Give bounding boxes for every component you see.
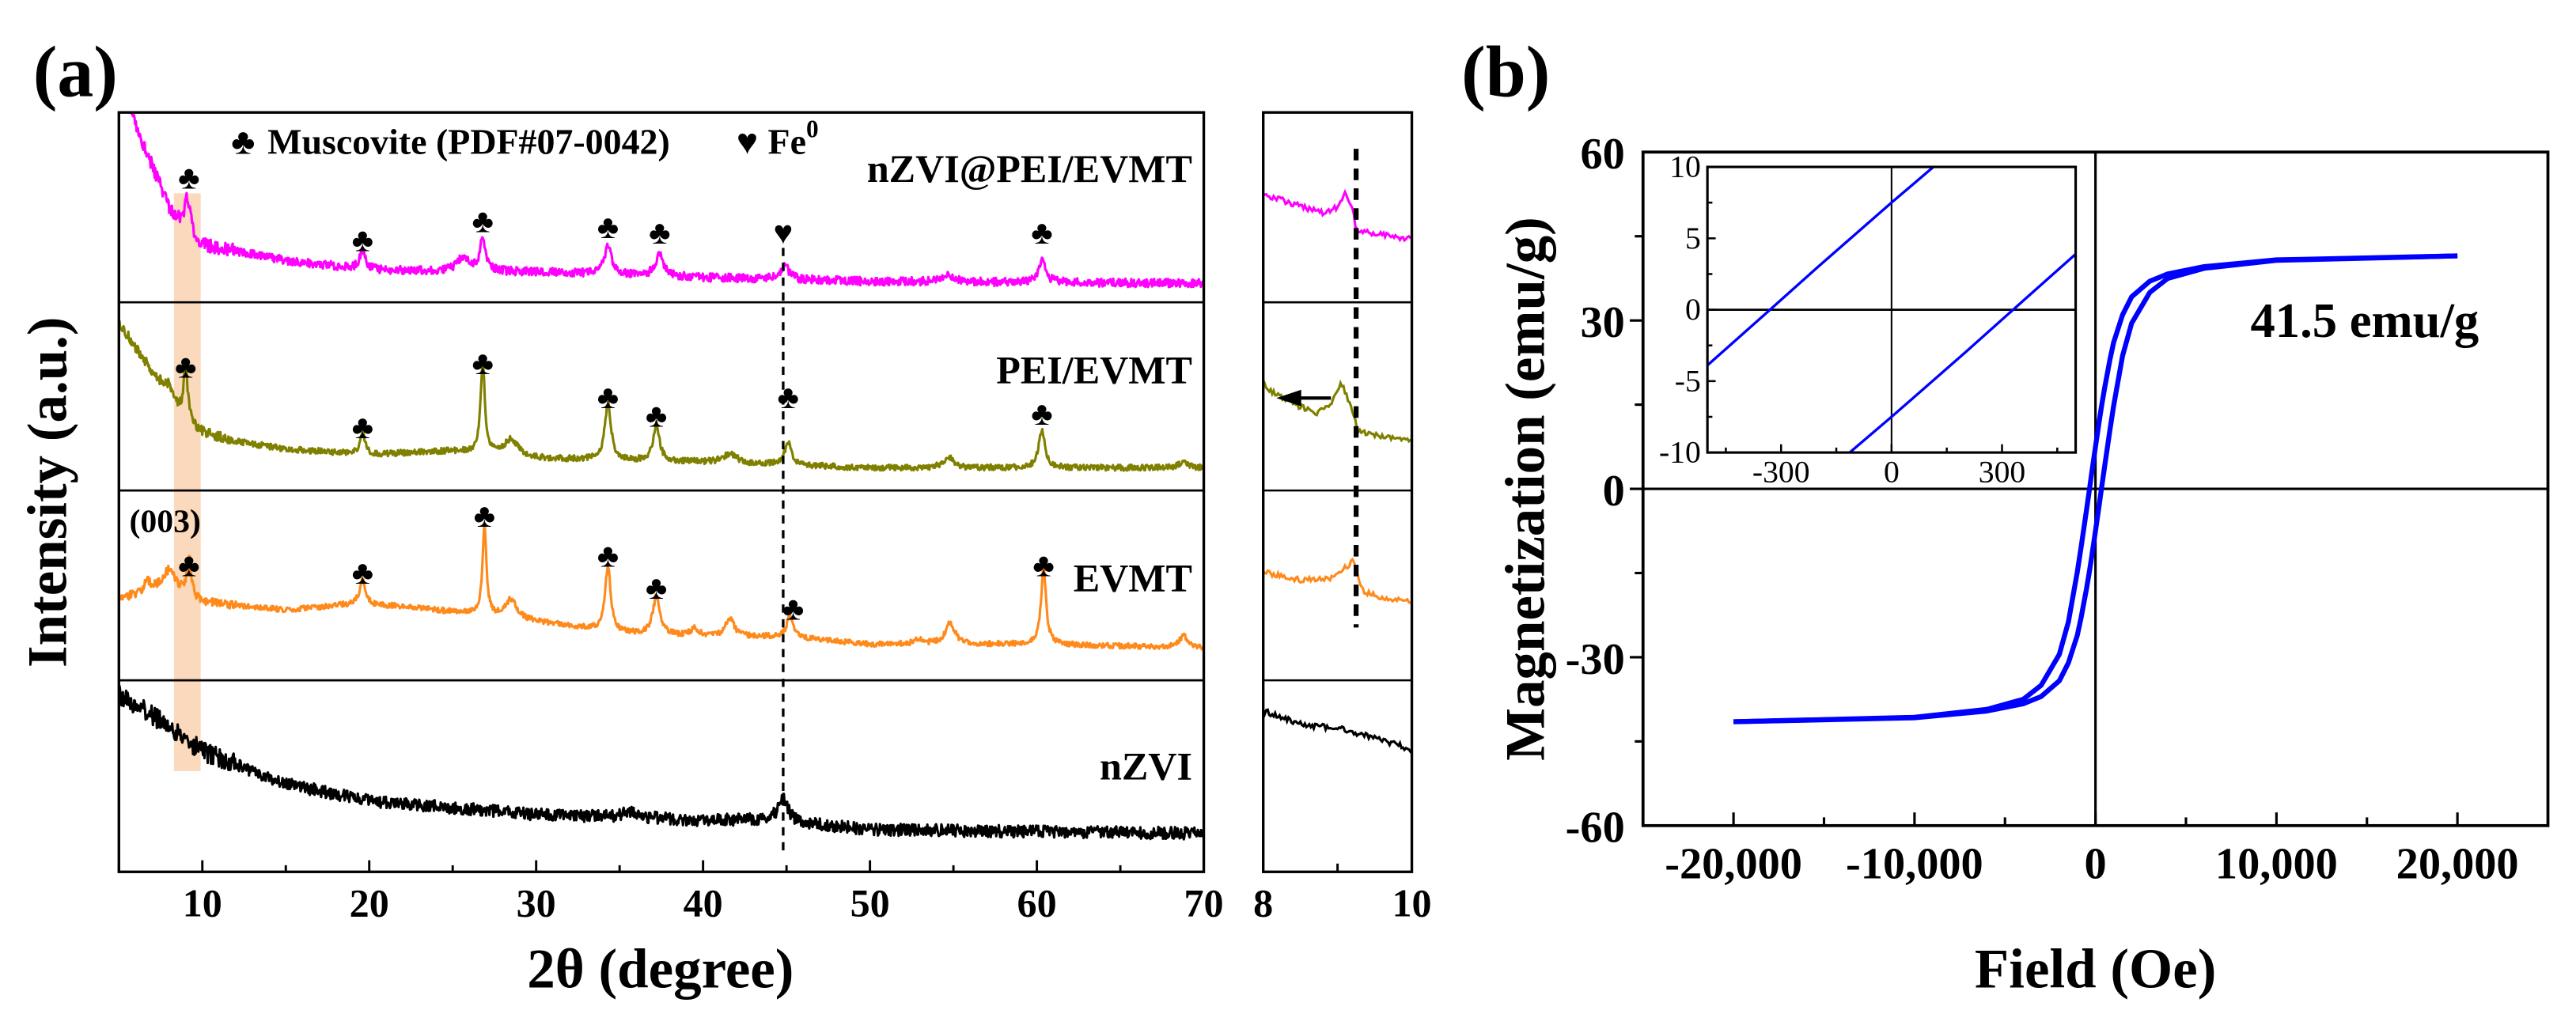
inset-descending-branch: [1707, 167, 1936, 368]
inset-x-tick-label: 0: [1884, 455, 1900, 490]
club-peak-marker-icon: ♣: [352, 223, 373, 259]
xrd-frame: 10 20 30 40 50 60 70 8 10: [117, 111, 1432, 925]
series-label-evmt: EVMT: [1074, 555, 1192, 600]
hkl-label: (003): [130, 503, 201, 539]
xrd-x-tick-label: 10: [183, 881, 222, 925]
xrd-series-nzvi: [119, 684, 1204, 841]
xrd-x-tick-label: 20: [350, 881, 389, 925]
club-peak-marker-icon: ♣: [1031, 215, 1052, 252]
zoom-axes-frame: [1262, 111, 1414, 873]
legend-fe-sup: 0: [806, 115, 819, 142]
club-peak-marker-icon: ♣: [1032, 547, 1054, 584]
hysteresis-x-tick-label: -10,000: [1846, 840, 1983, 889]
xrd-y-axis-title: Intensity (a.u.): [17, 316, 78, 668]
zoom-series-pei-evmt: [1263, 379, 1412, 444]
club-peak-marker-icon: ♣: [472, 204, 493, 240]
legend-fe-text: Fe: [768, 121, 806, 161]
panel-a-label: (a): [33, 31, 118, 112]
inset-y-tick-label: 5: [1685, 221, 1701, 255]
club-peak-marker-icon: ♣: [352, 410, 373, 446]
club-peak-marker-icon: ♣: [778, 380, 799, 416]
xrd-x-tick-label: 50: [850, 881, 890, 925]
hysteresis-x-tick-label: 0: [2085, 840, 2107, 889]
arrow-left-icon: [1276, 389, 1301, 407]
hysteresis-y-tick-label: -30: [1566, 635, 1625, 684]
xrd-series-pei-evmt: [119, 320, 1204, 472]
series-label-nzvi: nZVI: [1100, 743, 1192, 788]
inset-y-tick-label: 0: [1685, 292, 1701, 327]
club-peak-marker-icon: ♣: [782, 592, 804, 628]
hysteresis-y-tick-label: 0: [1603, 467, 1625, 516]
inset-y-tick-label: -5: [1675, 363, 1701, 398]
hysteresis-x-tick-label: -20,000: [1665, 840, 1802, 889]
xrd-series-evmt: [119, 524, 1204, 651]
club-peak-marker-icon: ♣: [646, 399, 667, 435]
zoom-series-nzvi: [1263, 708, 1412, 754]
zoom-x-tick-label: 10: [1392, 881, 1431, 925]
inset-y-tick-label: 10: [1669, 149, 1701, 184]
xrd-x-axis-title: 2θ (degree): [527, 938, 794, 1000]
xrd-chart: 10 20 30 40 50 60 70 8 10 ♣♣♣ ♣ ♣ ♥ ♣♣♣♣♣♣♣ ♣♣ ♣♣♣♣♣♣ …: [17, 111, 1432, 1000]
hysteresis-curves: [1733, 253, 2458, 725]
saturation-annotation: 41.5 emu/g: [2250, 293, 2479, 348]
xrd-x-tick-label: 30: [517, 881, 556, 925]
inset-curves: [1707, 167, 2076, 453]
xrd-curves: [119, 112, 1204, 841]
hysteresis-y-tick-label: 60: [1580, 130, 1624, 179]
heart-legend-icon: ♥: [737, 121, 758, 161]
club-peak-marker-icon: ♣: [352, 555, 373, 592]
series-label-pei-evmt: PEI/EVMT: [996, 347, 1192, 392]
highlight-band-003: [173, 193, 201, 771]
hysteresis-y-axis-title: Magnetization (emu/g): [1495, 217, 1557, 761]
heart-peak-marker-icon: ♥: [774, 215, 794, 252]
xrd-axes-frame: [117, 111, 1206, 873]
club-peak-marker-icon: ♣: [597, 380, 619, 416]
xrd-x-tick-label: 40: [684, 881, 723, 925]
zoom-series-evmt: [1263, 557, 1412, 605]
series-label-nzvi-pei-evmt: nZVI@PEI/EVMT: [867, 146, 1192, 191]
legend-fe: Fe0: [768, 115, 819, 161]
panel-b-label: (b): [1461, 31, 1550, 112]
xrd-zoom-curves: [1263, 188, 1412, 754]
club-peak-marker-icon: ♣: [472, 346, 493, 382]
hysteresis-descending-branch: [1733, 253, 2458, 725]
zoom-x-tick-label: 8: [1253, 881, 1273, 925]
club-peak-marker-icon: ♣: [646, 570, 667, 607]
club-peak-marker-icon: ♣: [597, 538, 619, 574]
club-peak-marker-icon: ♣: [474, 498, 495, 535]
xrd-annotations: ♣ ♣ ♣ ♣ ♣ ♥ ♣ ♣ ♣ ♣ ♣ ♣ ♣ ♣ ♣ ♣ ♣ ♣ ♣ ♣ ♣: [175, 160, 1055, 853]
inset-y-tick-label: -10: [1659, 435, 1701, 470]
hysteresis-ascending-branch: [1733, 253, 2458, 725]
inset-ascending-branch: [1847, 252, 2076, 453]
xrd-x-tick-label: 60: [1017, 881, 1057, 925]
inset-x-tick-label: 300: [1979, 455, 2025, 490]
club-peak-marker-icon: ♣: [178, 547, 199, 584]
hysteresis-x-axis-title: Field (Oe): [1975, 938, 2216, 1000]
hysteresis-inset: -300 0 300 10 5 0 -5 -10: [1659, 149, 2078, 490]
hysteresis-x-tick-label: 10,000: [2215, 840, 2338, 889]
xrd-legend: ♣ Muscovite (PDF#07-0042) ♥ Fe0: [231, 115, 818, 161]
club-peak-marker-icon: ♣: [597, 210, 619, 246]
legend-muscovite: Muscovite (PDF#07-0042): [267, 121, 670, 161]
hysteresis-x-tick-label: 20,000: [2396, 840, 2519, 889]
club-peak-marker-icon: ♣: [1031, 396, 1052, 433]
club-legend-icon: ♣: [231, 121, 255, 161]
club-peak-marker-icon: ♣: [178, 160, 199, 196]
club-peak-marker-icon: ♣: [649, 215, 670, 252]
xrd-x-tick-label: 70: [1184, 881, 1224, 925]
hysteresis-y-tick-label: -60: [1566, 804, 1625, 853]
club-peak-marker-icon: ♣: [175, 350, 196, 386]
xrd-series-nzvi-pei-evmt: [130, 112, 1204, 289]
inset-x-tick-label: -300: [1752, 455, 1810, 490]
hysteresis-y-tick-label: 30: [1580, 298, 1624, 347]
zoom-series-nzvi-pei-evmt: [1263, 188, 1412, 243]
